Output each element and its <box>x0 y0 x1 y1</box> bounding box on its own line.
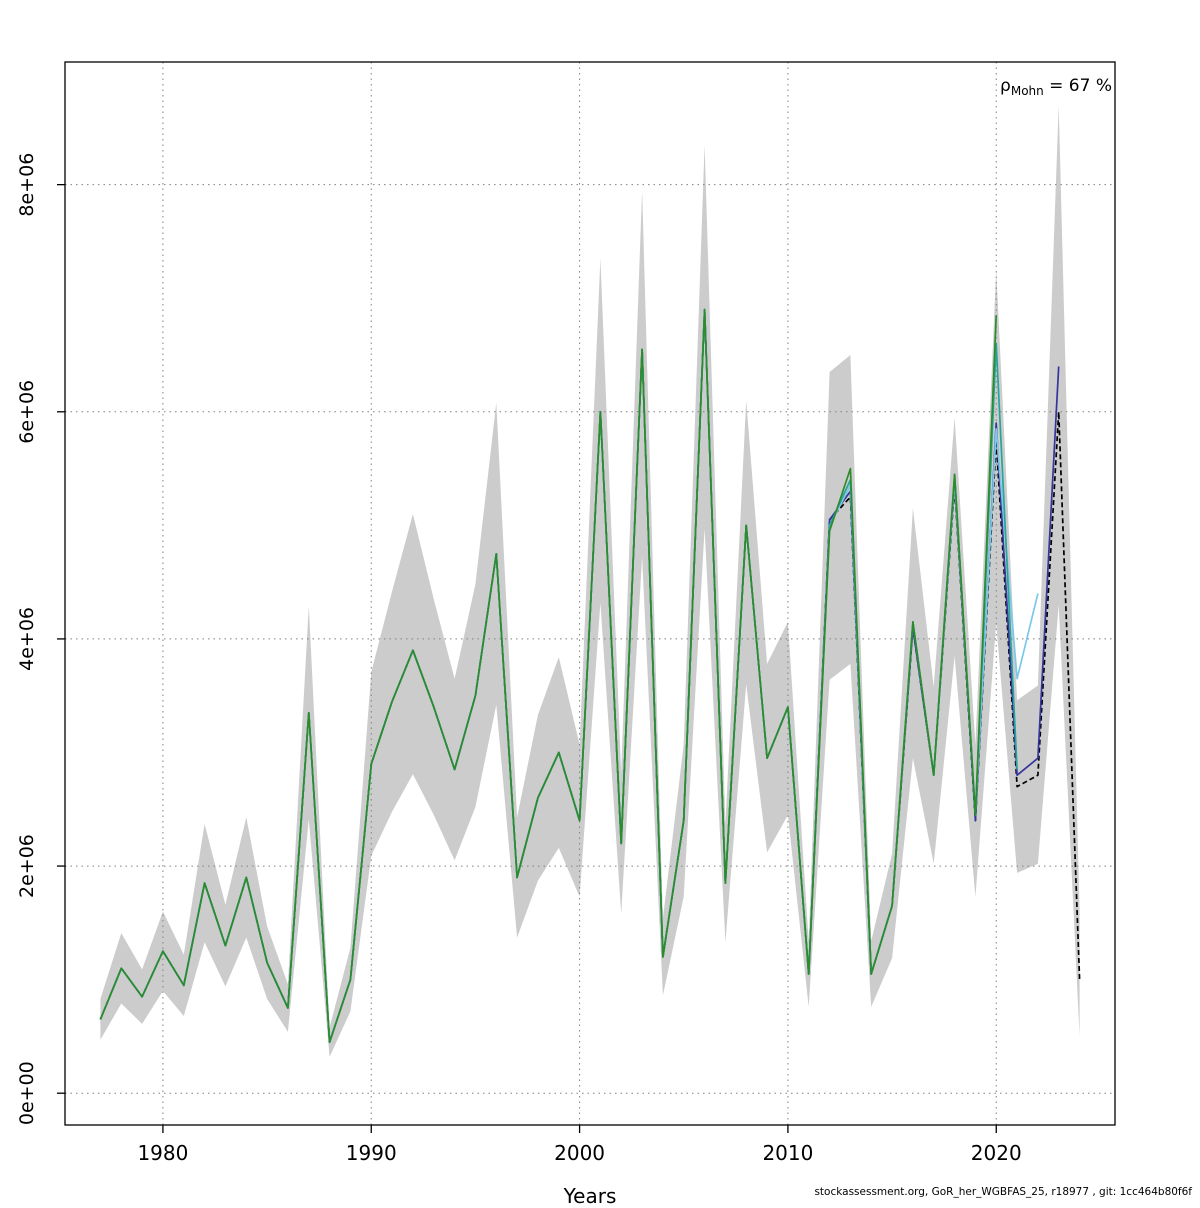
rho-subscript: Mohn <box>1010 84 1044 98</box>
x-tick-label: 2010 <box>762 1141 813 1165</box>
rho-value: = 67 % <box>1043 76 1112 96</box>
footer-attribution: stockassessment.org, GoR_her_WGBFAS_25, … <box>814 1186 1192 1198</box>
plot-border <box>64 61 1116 1126</box>
y-tick-label: 8e+06 <box>16 153 38 217</box>
y-tick-label: 4e+06 <box>16 607 38 671</box>
y-tick-label: 2e+06 <box>16 834 38 898</box>
y-tick-label: 0e+00 <box>16 1061 38 1125</box>
x-tick-label: 2000 <box>554 1141 605 1165</box>
x-tick-label: 2020 <box>971 1141 1022 1165</box>
confidence-band <box>100 105 1080 1057</box>
y-tick-label: 6e+06 <box>16 380 38 444</box>
rho-symbol: ρ <box>1000 76 1011 96</box>
x-tick-label: 1980 <box>137 1141 188 1165</box>
series-peel-2020 <box>99 308 998 1043</box>
x-tick-label: 1990 <box>346 1141 397 1165</box>
mohn-rho-annotation: ρMohn = 67 % <box>1000 76 1112 98</box>
